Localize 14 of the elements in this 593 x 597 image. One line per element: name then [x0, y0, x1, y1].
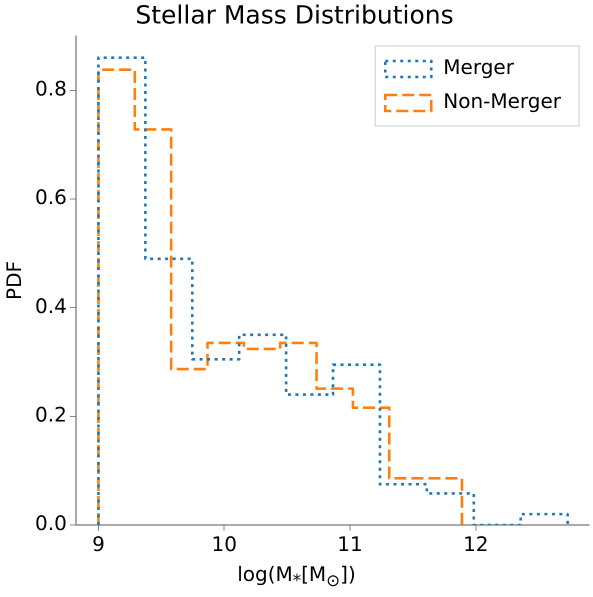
x-tick-label: 12 — [463, 532, 489, 556]
x-axis-title: log(M$_{*}$[M$_{⊙}$]) — [236, 562, 357, 590]
y-tick-label: 0.6 — [34, 185, 67, 210]
y-tick-label: 0.4 — [34, 294, 67, 318]
chart-title: Stellar Mass Distributions — [135, 0, 454, 30]
legend-label: Non-Merger — [443, 89, 562, 114]
x-tick-label: 10 — [212, 532, 237, 556]
x-tick-label: 9 — [92, 532, 105, 556]
y-tick-label: 0.0 — [34, 511, 67, 536]
y-tick-label: 0.8 — [34, 76, 67, 101]
legend-label: Merger — [443, 55, 515, 80]
y-tick-label: 0.2 — [34, 402, 67, 427]
y-axis-title: PDF — [2, 261, 26, 300]
x-tick-label: 11 — [337, 532, 363, 556]
